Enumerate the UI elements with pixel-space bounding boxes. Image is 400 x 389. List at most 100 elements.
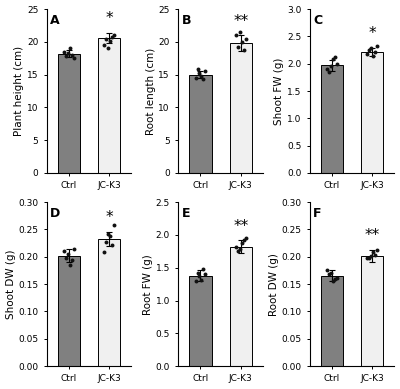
Text: F: F: [313, 207, 322, 220]
Point: [198, 73, 205, 79]
Point: [107, 37, 114, 44]
Point: [198, 277, 205, 283]
Text: A: A: [50, 14, 60, 27]
Point: [366, 47, 372, 53]
Bar: [361, 256, 383, 366]
Text: *: *: [106, 11, 113, 26]
Point: [109, 33, 116, 40]
Point: [63, 255, 69, 261]
Point: [63, 53, 69, 60]
Point: [242, 35, 249, 42]
Point: [233, 32, 239, 39]
Y-axis label: Root length (cm): Root length (cm): [146, 47, 156, 135]
Point: [238, 240, 245, 246]
Point: [237, 29, 243, 35]
Point: [324, 267, 330, 273]
Point: [372, 49, 378, 55]
Bar: [58, 54, 80, 173]
Point: [107, 233, 114, 239]
Point: [368, 45, 374, 51]
Point: [192, 75, 199, 81]
Point: [330, 56, 336, 63]
Text: C: C: [313, 14, 322, 27]
Y-axis label: Plant height (cm): Plant height (cm): [14, 46, 24, 136]
Point: [111, 222, 117, 228]
Point: [200, 76, 206, 82]
Point: [364, 255, 371, 261]
Point: [364, 51, 371, 57]
Point: [368, 252, 374, 259]
Point: [61, 248, 67, 254]
Point: [330, 278, 336, 284]
Point: [326, 69, 332, 75]
Text: *: *: [368, 26, 376, 41]
Point: [101, 42, 108, 48]
Point: [111, 32, 117, 39]
Point: [105, 231, 112, 237]
Point: [71, 245, 77, 252]
Text: **: **: [233, 219, 248, 234]
Point: [109, 242, 116, 248]
Bar: [98, 239, 120, 366]
Point: [240, 47, 247, 53]
Point: [105, 45, 112, 51]
Bar: [230, 247, 252, 366]
Point: [372, 252, 378, 258]
Point: [192, 278, 199, 284]
Point: [196, 70, 203, 76]
Bar: [321, 65, 343, 173]
Point: [238, 39, 245, 45]
Point: [370, 53, 376, 59]
Y-axis label: Root DW (g): Root DW (g): [268, 253, 278, 315]
Point: [370, 249, 376, 256]
Point: [69, 256, 75, 263]
Point: [334, 275, 340, 281]
Point: [196, 273, 203, 279]
Bar: [58, 256, 80, 366]
Point: [67, 262, 73, 268]
Point: [65, 251, 71, 257]
Y-axis label: Shoot DW (g): Shoot DW (g): [6, 249, 16, 319]
Bar: [321, 276, 343, 366]
Point: [374, 247, 380, 253]
Point: [374, 43, 380, 49]
Point: [233, 244, 239, 250]
Point: [202, 68, 208, 74]
Point: [202, 271, 208, 277]
Point: [235, 44, 241, 50]
Point: [194, 270, 201, 276]
Bar: [361, 52, 383, 173]
Point: [328, 270, 334, 276]
Point: [334, 61, 340, 67]
Bar: [189, 75, 212, 173]
Point: [235, 248, 241, 254]
Point: [242, 235, 249, 241]
Point: [65, 50, 71, 56]
Y-axis label: Root FW (g): Root FW (g): [143, 254, 153, 315]
Text: B: B: [182, 14, 191, 27]
Point: [328, 63, 334, 70]
Bar: [230, 43, 252, 173]
Text: D: D: [50, 207, 60, 220]
Bar: [189, 276, 212, 366]
Point: [103, 35, 110, 42]
Point: [200, 266, 206, 272]
Text: **: **: [233, 14, 248, 29]
Point: [61, 49, 67, 55]
Point: [194, 66, 201, 72]
Point: [71, 55, 77, 61]
Point: [237, 246, 243, 252]
Point: [69, 52, 75, 58]
Bar: [98, 38, 120, 173]
Point: [332, 275, 338, 282]
Text: **: **: [365, 228, 380, 243]
Y-axis label: Shoot FW (g): Shoot FW (g): [274, 57, 284, 125]
Point: [326, 271, 332, 277]
Text: *: *: [106, 210, 113, 225]
Point: [240, 237, 247, 243]
Text: E: E: [182, 207, 190, 220]
Point: [366, 255, 372, 261]
Point: [103, 238, 110, 245]
Point: [324, 66, 330, 72]
Point: [67, 45, 73, 51]
